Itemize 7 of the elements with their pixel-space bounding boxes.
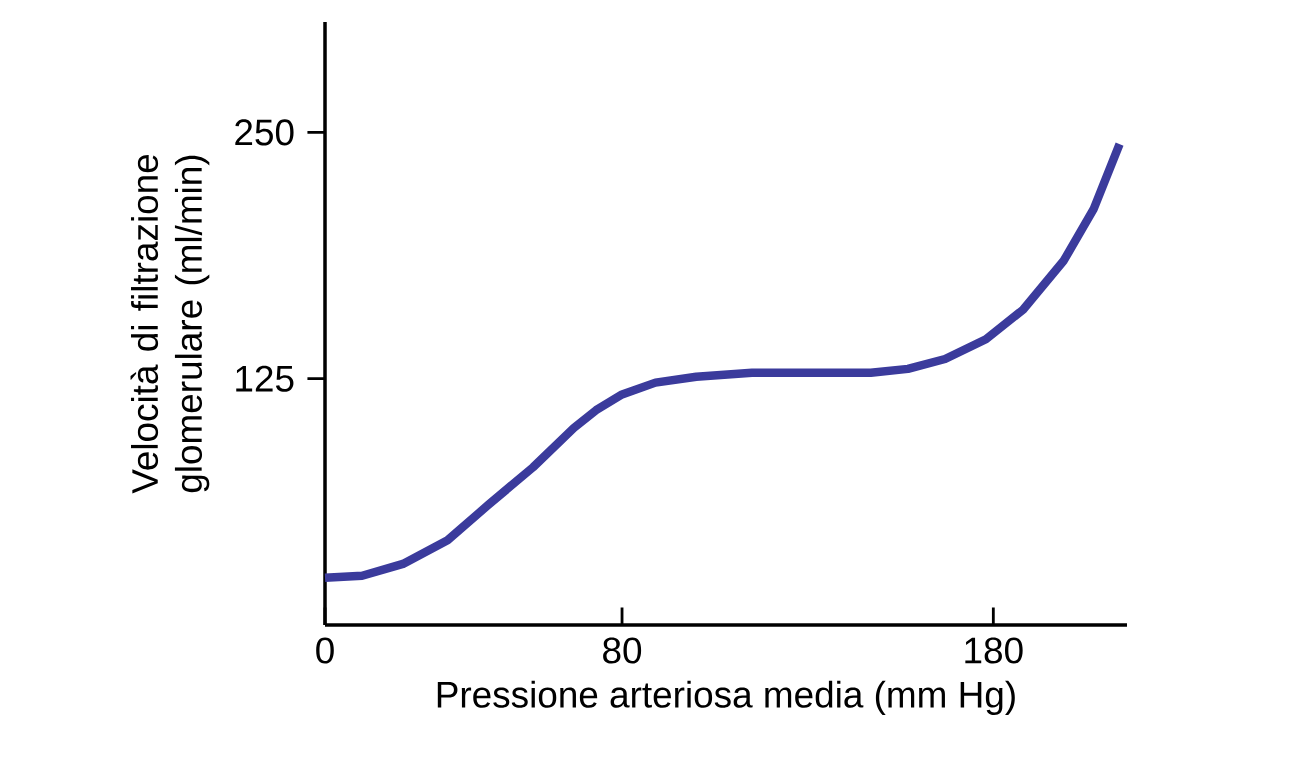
x-tick-label: 80 — [603, 637, 642, 664]
y-axis-title: Velocità di filtrazione glomerulare (ml/min) — [130, 155, 210, 494]
y-tick-label: 125 — [236, 365, 294, 392]
x-tick-label: 0 — [316, 637, 334, 664]
y-tick-label: 250 — [235, 119, 294, 146]
x-tick-label: 180 — [965, 637, 1023, 664]
x-axis-title: Pressione arteriosa media (mm Hg) — [437, 680, 1015, 716]
